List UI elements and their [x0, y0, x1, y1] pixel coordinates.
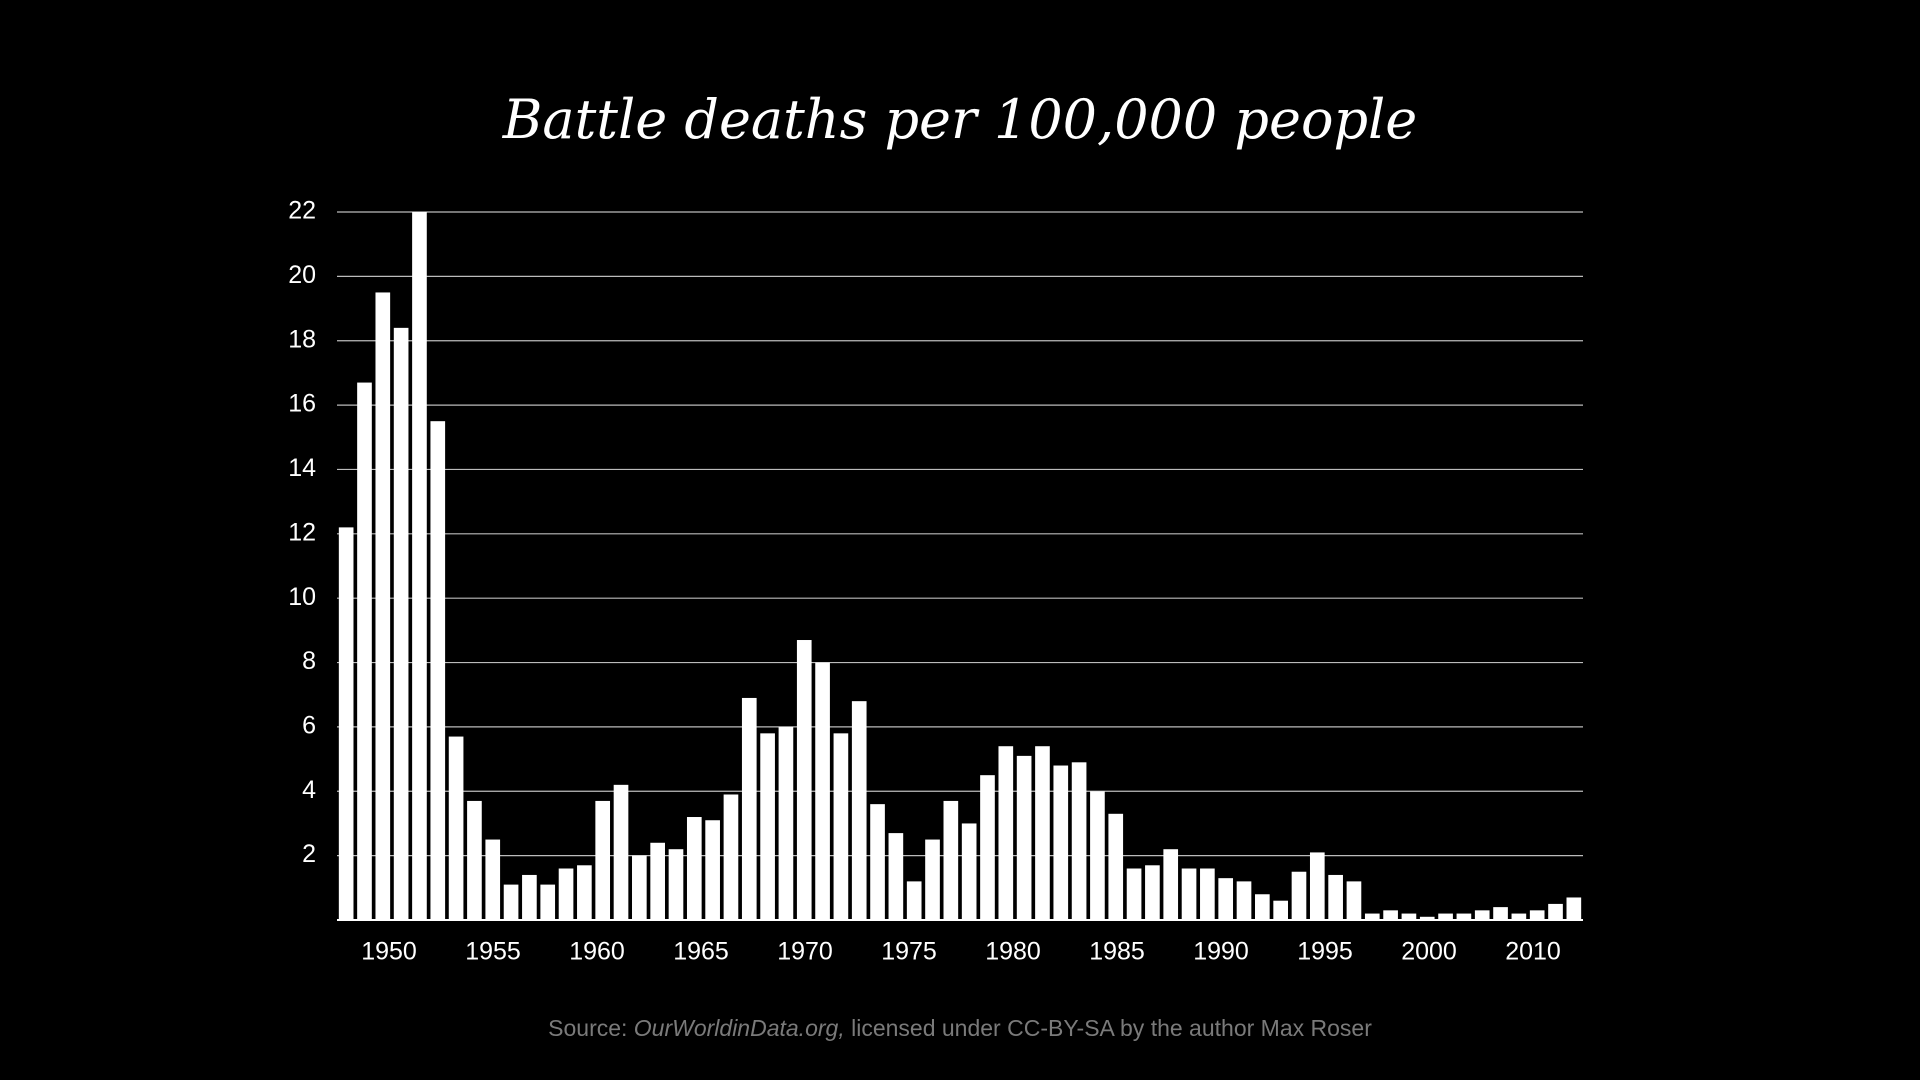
bar: [1438, 913, 1453, 920]
bar: [1456, 913, 1472, 920]
bar: [1346, 881, 1362, 920]
x-tick-label: 1980: [985, 938, 1041, 966]
bar: [1383, 910, 1398, 920]
bar: [1218, 878, 1234, 920]
bar: [778, 726, 794, 920]
x-tick-label: 1960: [569, 938, 625, 966]
bar: [503, 884, 519, 920]
x-tick-label: 1985: [1089, 938, 1145, 966]
x-tick-label: 2000: [1401, 938, 1457, 966]
bar: [485, 839, 501, 920]
bar: [1053, 765, 1069, 920]
bar: [1548, 903, 1563, 920]
bar: [540, 884, 556, 920]
x-tick-label: 1955: [465, 938, 521, 966]
y-tick-label: 10: [288, 583, 316, 611]
bar: [888, 833, 904, 920]
bar: [650, 842, 665, 920]
bar: [760, 733, 775, 920]
bar: [522, 874, 537, 920]
bar: [851, 701, 867, 920]
y-tick-label: 16: [288, 390, 316, 418]
bar: [430, 421, 446, 920]
bar: [1090, 791, 1105, 920]
bar: [1493, 907, 1508, 920]
bar: [412, 212, 427, 920]
source-text: licensed under CC-BY-SA by the author Ma…: [851, 1015, 1372, 1041]
bar: [1291, 871, 1307, 920]
bar: [1309, 852, 1325, 920]
y-tick-label: 20: [288, 261, 316, 289]
bar: [595, 800, 611, 920]
x-tick-label: 1950: [361, 938, 417, 966]
bar: [467, 800, 482, 920]
bar: [1071, 762, 1087, 920]
bar: [961, 823, 977, 920]
x-tick-label: 1975: [881, 938, 937, 966]
bar: [1566, 897, 1582, 920]
bar: [925, 839, 940, 920]
bar: [796, 640, 812, 920]
source-prefix: Source:: [548, 1015, 627, 1041]
bar: [1364, 913, 1380, 920]
bar: [906, 881, 922, 920]
x-tick-label: 1965: [673, 938, 729, 966]
bar: [1273, 900, 1288, 920]
bar: [1419, 916, 1435, 920]
bar: [1181, 868, 1197, 920]
y-tick-label: 6: [302, 712, 316, 740]
bar: [741, 697, 757, 920]
bar: [705, 820, 720, 920]
bar: [943, 800, 959, 920]
y-tick-label: 12: [288, 518, 316, 546]
bar: [632, 855, 647, 920]
y-tick-label: 14: [288, 454, 316, 482]
bar: [815, 662, 830, 920]
y-tick-label: 18: [288, 325, 316, 353]
bar: [1016, 755, 1032, 920]
bar: [1163, 849, 1179, 920]
x-tick-label: 1970: [777, 938, 833, 966]
bar: [998, 746, 1014, 920]
bar: [1474, 910, 1490, 920]
bar: [833, 733, 849, 920]
source: Source: OurWorldinData.org, licensed und…: [548, 1015, 1372, 1041]
bar: [668, 849, 684, 920]
bar: [613, 784, 629, 920]
y-tick-label: 4: [302, 776, 316, 804]
bar: [558, 868, 574, 920]
y-tick-label: 8: [302, 647, 316, 675]
bar: [1328, 874, 1343, 920]
bar: [338, 527, 354, 920]
bar: [1108, 813, 1124, 920]
bar: [1401, 913, 1417, 920]
bar: [1145, 865, 1160, 920]
y-tick-label: 2: [302, 840, 316, 868]
bar: [1511, 913, 1527, 920]
bar: [686, 817, 702, 920]
bar: [1126, 868, 1142, 920]
bar: [393, 327, 409, 920]
bar: [357, 382, 372, 921]
x-tick-label: 1995: [1297, 938, 1353, 966]
bar: [1255, 894, 1270, 920]
bar: [375, 292, 391, 920]
bar: [1035, 746, 1050, 920]
x-tick-label: 1990: [1193, 938, 1249, 966]
bar: [1529, 910, 1545, 920]
bar: [870, 804, 885, 920]
source-link: OurWorldinData.org,: [634, 1015, 845, 1041]
chart-title: Battle deaths per 100,000 people: [502, 88, 1418, 151]
bar: [1236, 881, 1252, 920]
x-tick-label: 2010: [1505, 938, 1561, 966]
y-tick-label: 22: [288, 197, 316, 225]
bar: [577, 865, 592, 920]
bar: [980, 775, 995, 920]
bar: [723, 794, 739, 920]
bar: [448, 736, 464, 920]
bar: [1200, 868, 1215, 920]
